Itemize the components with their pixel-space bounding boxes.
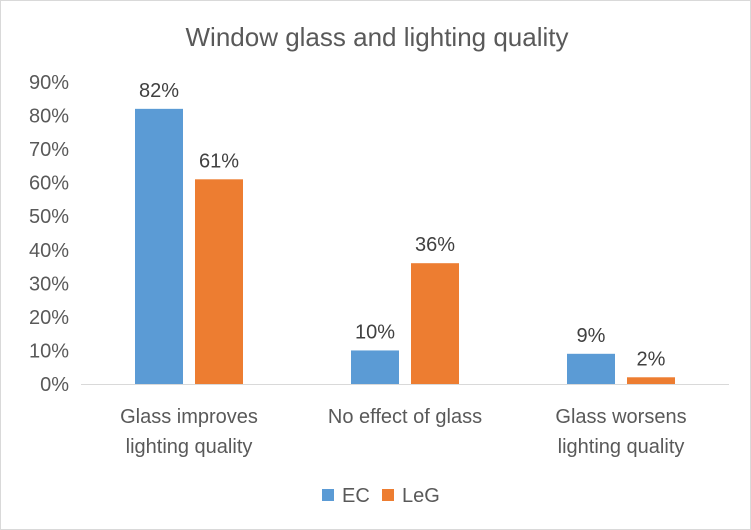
y-tick-label: 20% [29, 307, 69, 329]
bar-ec [135, 108, 183, 384]
y-tick-label: 30% [29, 273, 69, 295]
bar-ec [567, 353, 615, 384]
data-label: 2% [637, 348, 666, 370]
legend-swatch [322, 489, 334, 501]
y-axis: 0% 10% 20% 30% 40% 50% 60% 70% 80% 90% [29, 72, 69, 396]
y-tick-label: 10% [29, 340, 69, 362]
chart-title: Window glass and lighting quality [186, 22, 569, 52]
bar-leg [627, 377, 675, 384]
bar-leg [195, 179, 243, 384]
legend-label: LeG [402, 485, 440, 507]
x-axis: Glass improves lighting quality No effect … [81, 384, 729, 458]
data-label: 36% [415, 234, 455, 256]
category-label: No effect of glass [328, 406, 482, 428]
category-label: lighting quality [558, 436, 685, 458]
category-label: Glass improves [120, 406, 258, 428]
category-label: Glass worsens [555, 406, 686, 428]
y-tick-label: 0% [40, 374, 69, 396]
bar-ec [351, 350, 399, 384]
legend: EC LeG [322, 485, 440, 507]
data-label: 10% [355, 321, 395, 343]
y-tick-label: 70% [29, 139, 69, 161]
bars: 82% 10% 9% 61% 36% 2% [135, 80, 675, 384]
legend-label: EC [342, 485, 370, 507]
y-tick-label: 80% [29, 106, 69, 128]
data-label: 61% [199, 150, 239, 172]
bar-leg [411, 263, 459, 384]
data-label: 82% [139, 80, 179, 102]
y-tick-label: 50% [29, 206, 69, 228]
y-tick-label: 90% [29, 72, 69, 94]
legend-swatch [382, 489, 394, 501]
y-tick-label: 40% [29, 240, 69, 262]
data-label: 9% [577, 325, 606, 347]
y-tick-label: 60% [29, 173, 69, 195]
category-label: lighting quality [126, 436, 253, 458]
